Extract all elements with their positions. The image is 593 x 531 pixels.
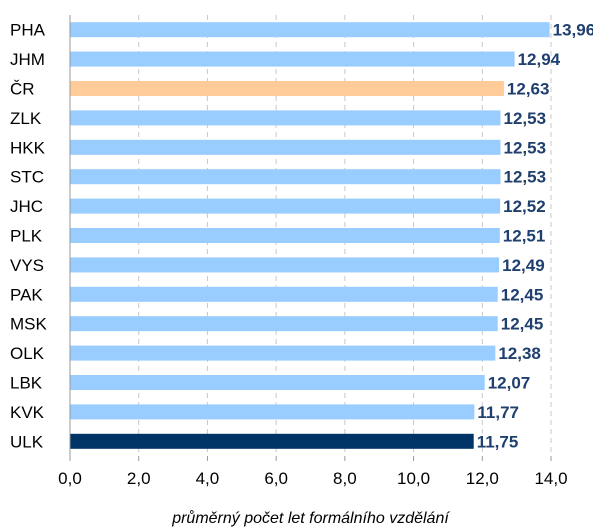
category-label-lbk: LBK xyxy=(10,374,43,393)
category-label-stc: STC xyxy=(10,168,44,187)
data-label-jhc: 12,52 xyxy=(503,197,546,216)
x-tick-label-2: 4,0 xyxy=(196,469,220,488)
x-tick-label-1: 2,0 xyxy=(127,469,151,488)
bar-stc xyxy=(70,169,501,185)
data-label-lbk: 12,07 xyxy=(488,374,531,393)
bar-jhm xyxy=(70,51,515,67)
category-label-zlk: ZLK xyxy=(10,109,42,128)
category-label-jhc: JHC xyxy=(10,197,43,216)
x-tick-label-5: 10,0 xyxy=(397,469,430,488)
x-tick-label-4: 8,0 xyxy=(333,469,357,488)
category-label-msk: MSK xyxy=(10,315,48,334)
category-label-pak: PAK xyxy=(10,285,43,304)
category-label-vys: VYS xyxy=(10,256,44,275)
category-label-ulk: ULK xyxy=(10,432,44,451)
data-label-msk: 12,45 xyxy=(501,315,544,334)
x-tick-label-6: 12,0 xyxy=(466,469,499,488)
category-label-jhm: JHM xyxy=(10,50,45,69)
category-label-pha: PHA xyxy=(10,21,46,40)
x-axis-title: průměrný počet let formálního vzdělání xyxy=(171,509,450,527)
x-tick-label-0: 0,0 xyxy=(58,469,82,488)
bar-olk xyxy=(70,345,496,361)
bar-čr xyxy=(70,81,504,96)
bar-ulk xyxy=(70,433,474,449)
data-label-zlk: 12,53 xyxy=(503,109,546,128)
data-label-stc: 12,53 xyxy=(503,168,546,187)
bar-pak xyxy=(70,286,498,302)
data-label-pha: 13,96 xyxy=(553,21,593,40)
bar-plk xyxy=(70,228,500,243)
x-tick-label-7: 14,0 xyxy=(534,469,567,488)
x-tick-label-3: 6,0 xyxy=(264,469,288,488)
bar-jhc xyxy=(70,198,501,214)
bar-msk xyxy=(70,316,498,332)
data-label-ulk: 11,75 xyxy=(477,432,519,451)
data-label-pak: 12,45 xyxy=(501,285,544,304)
category-label-plk: PLK xyxy=(10,227,43,246)
bar-kvk xyxy=(70,404,475,420)
bar-layer xyxy=(70,22,550,449)
data-label-vys: 12,49 xyxy=(502,256,545,275)
data-label-čr: 12,63 xyxy=(507,80,550,99)
category-label-čr: ČR xyxy=(10,80,35,99)
category-label-hkk: HKK xyxy=(10,138,46,157)
bar-pha xyxy=(70,22,550,38)
data-label-jhm: 12,94 xyxy=(518,50,561,69)
bar-zlk xyxy=(70,110,501,126)
category-label-olk: OLK xyxy=(10,344,45,363)
label-layer: PHA 13,96 JHM 12,94 ČR 12,63 ZLK 12,53 HKK 12,53 S… xyxy=(10,21,593,452)
x-tick-layer: 0,0 2,0 4,0 6,0 8,0 10,0 12,0 14,0 xyxy=(58,456,568,488)
bar-hkk xyxy=(70,139,501,155)
data-label-olk: 12,38 xyxy=(498,344,541,363)
bar-vys xyxy=(70,257,500,273)
bar-lbk xyxy=(70,375,485,390)
category-label-kvk: KVK xyxy=(10,403,45,422)
data-label-kvk: 11,77 xyxy=(477,403,519,422)
data-label-plk: 12,51 xyxy=(503,227,546,246)
data-label-hkk: 12,53 xyxy=(503,138,546,157)
